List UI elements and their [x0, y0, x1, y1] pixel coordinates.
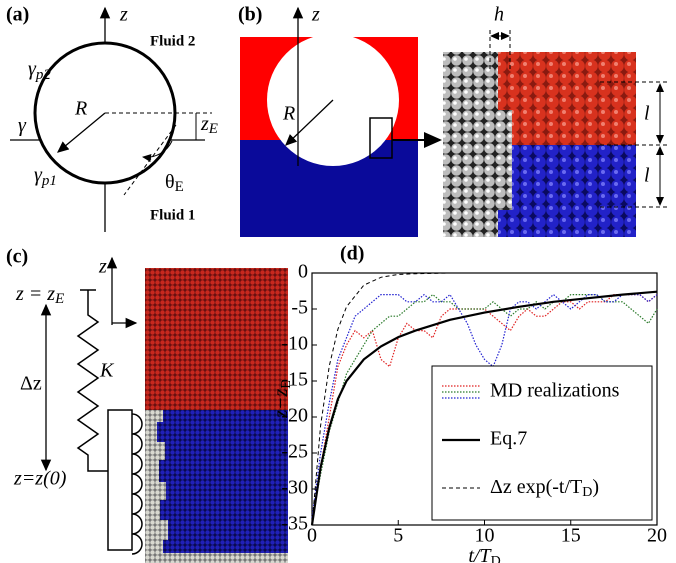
x-axis-label: t/TD	[468, 545, 500, 563]
x-tick-label: 5	[393, 525, 403, 547]
tension-label: γp1	[34, 164, 57, 190]
width-label: h	[494, 4, 504, 26]
panel-label: (b)	[238, 4, 262, 26]
blue-particles	[145, 410, 288, 563]
x-tick-label: 0	[307, 525, 317, 547]
panel-label: (d)	[340, 243, 364, 265]
fluid-label: Fluid 2	[150, 33, 195, 49]
angle-label: θE	[165, 171, 184, 196]
label-sub: D	[491, 554, 501, 563]
radius-label: R	[74, 98, 87, 120]
x-tick-label: 10	[475, 525, 495, 547]
radius-label: R	[282, 103, 295, 125]
tension-label: γ	[18, 115, 27, 137]
subscript: p1	[41, 173, 57, 189]
panel-c: (c) z z = zE Δz K z=z(0)	[6, 246, 288, 563]
roller	[108, 410, 132, 550]
x-tick-label: 15	[561, 525, 581, 547]
panel-b: (b) z R h l l	[238, 4, 668, 237]
panel-a: (a) z Fluid 2 Fluid 1 R γ γp2 γp1 zE θE	[6, 4, 218, 232]
wall-particles	[443, 52, 498, 237]
subscript: p2	[35, 67, 52, 83]
position-label: z=z(0)	[13, 468, 67, 490]
wheels	[132, 414, 142, 554]
tension-label: γp2	[28, 58, 51, 84]
y-tick-label: -35	[281, 513, 308, 535]
x-tick-label: 20	[647, 525, 667, 547]
height-label: zE	[200, 113, 218, 138]
label-text: t/T	[468, 545, 492, 563]
length-label: l	[644, 103, 650, 125]
wall-particles	[498, 110, 512, 210]
spring-label: K	[99, 360, 115, 382]
text: z = z	[15, 283, 55, 305]
symbol: z	[200, 113, 209, 135]
subscript: E	[175, 179, 184, 195]
delta-label: Δz	[20, 373, 42, 395]
panel-label: (a)	[6, 4, 29, 26]
figure: (a) z Fluid 2 Fluid 1 R γ γp2 γp1 zE θE …	[0, 0, 676, 563]
label-sub: E	[279, 380, 294, 389]
red-particles	[145, 268, 288, 410]
position-label: z = zE	[15, 283, 64, 308]
axis-label: z	[311, 4, 320, 26]
subscript: E	[54, 291, 64, 307]
y-tick-label: -30	[281, 477, 308, 499]
y-tick-label: 0	[298, 261, 308, 283]
symbol: θ	[165, 171, 175, 193]
fluid-label: Fluid 1	[150, 207, 195, 223]
label-text: Δz exp(-t/T	[490, 476, 582, 498]
panel-label: (c)	[6, 246, 28, 268]
y-tick-label: -10	[281, 333, 308, 355]
axis-label: z	[119, 4, 128, 26]
wall-particles	[145, 553, 288, 563]
legend-label: MD realizations	[490, 380, 620, 402]
label-text: z−z	[270, 389, 292, 419]
subscript: E	[208, 121, 218, 137]
legend-label: Eq.7	[490, 428, 527, 450]
y-tick-label: -5	[291, 297, 308, 319]
axis-label: z	[98, 256, 107, 278]
label-sub: D	[582, 485, 592, 500]
y-tick-label: -25	[281, 441, 308, 463]
label-tail: )	[592, 476, 599, 498]
length-label: l	[644, 165, 650, 187]
